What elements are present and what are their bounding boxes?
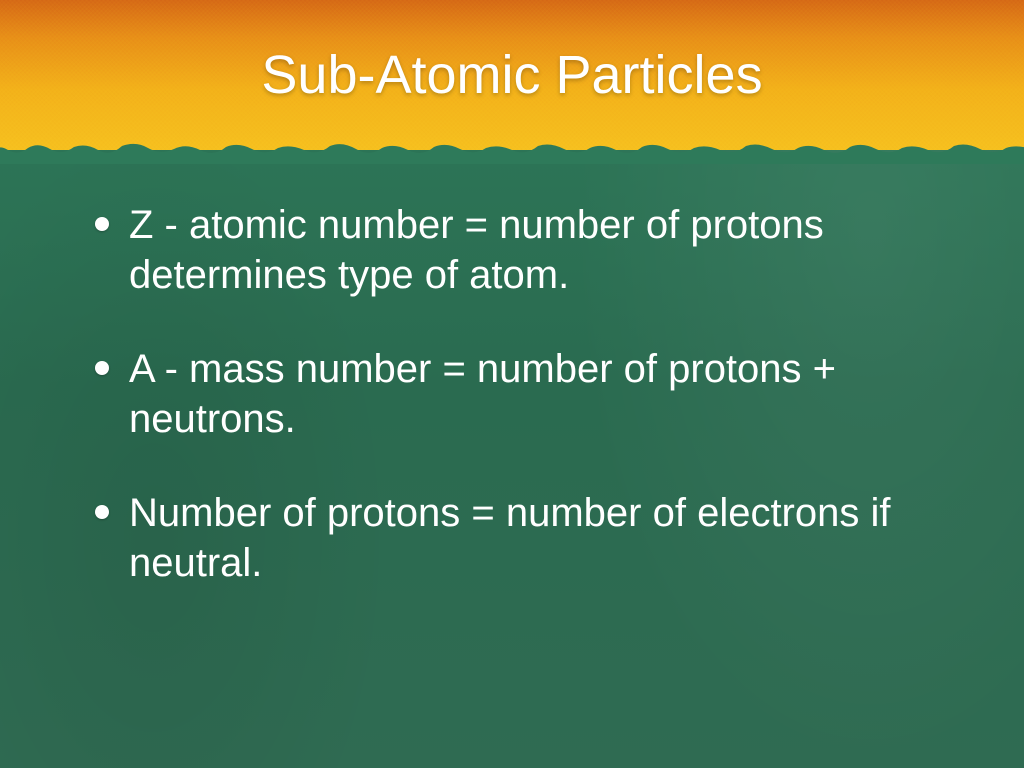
list-item: Number of protons = number of electrons …	[95, 488, 954, 588]
list-item: Z - atomic number = number of protons de…	[95, 200, 954, 300]
bullet-list: Z - atomic number = number of protons de…	[95, 200, 954, 588]
bullet-text: A - mass number = number of protons + ne…	[129, 347, 836, 441]
slide-content: Z - atomic number = number of protons de…	[95, 200, 954, 588]
bullet-text: Number of protons = number of electrons …	[129, 491, 890, 585]
title-text: Sub-Atomic Particles	[261, 44, 762, 106]
slide-title: Sub-Atomic Particles	[0, 0, 1024, 150]
list-item: A - mass number = number of protons + ne…	[95, 344, 954, 444]
slide: Sub-Atomic Particles Z - atomic number =…	[0, 0, 1024, 768]
bullet-text: Z - atomic number = number of protons de…	[129, 203, 824, 297]
